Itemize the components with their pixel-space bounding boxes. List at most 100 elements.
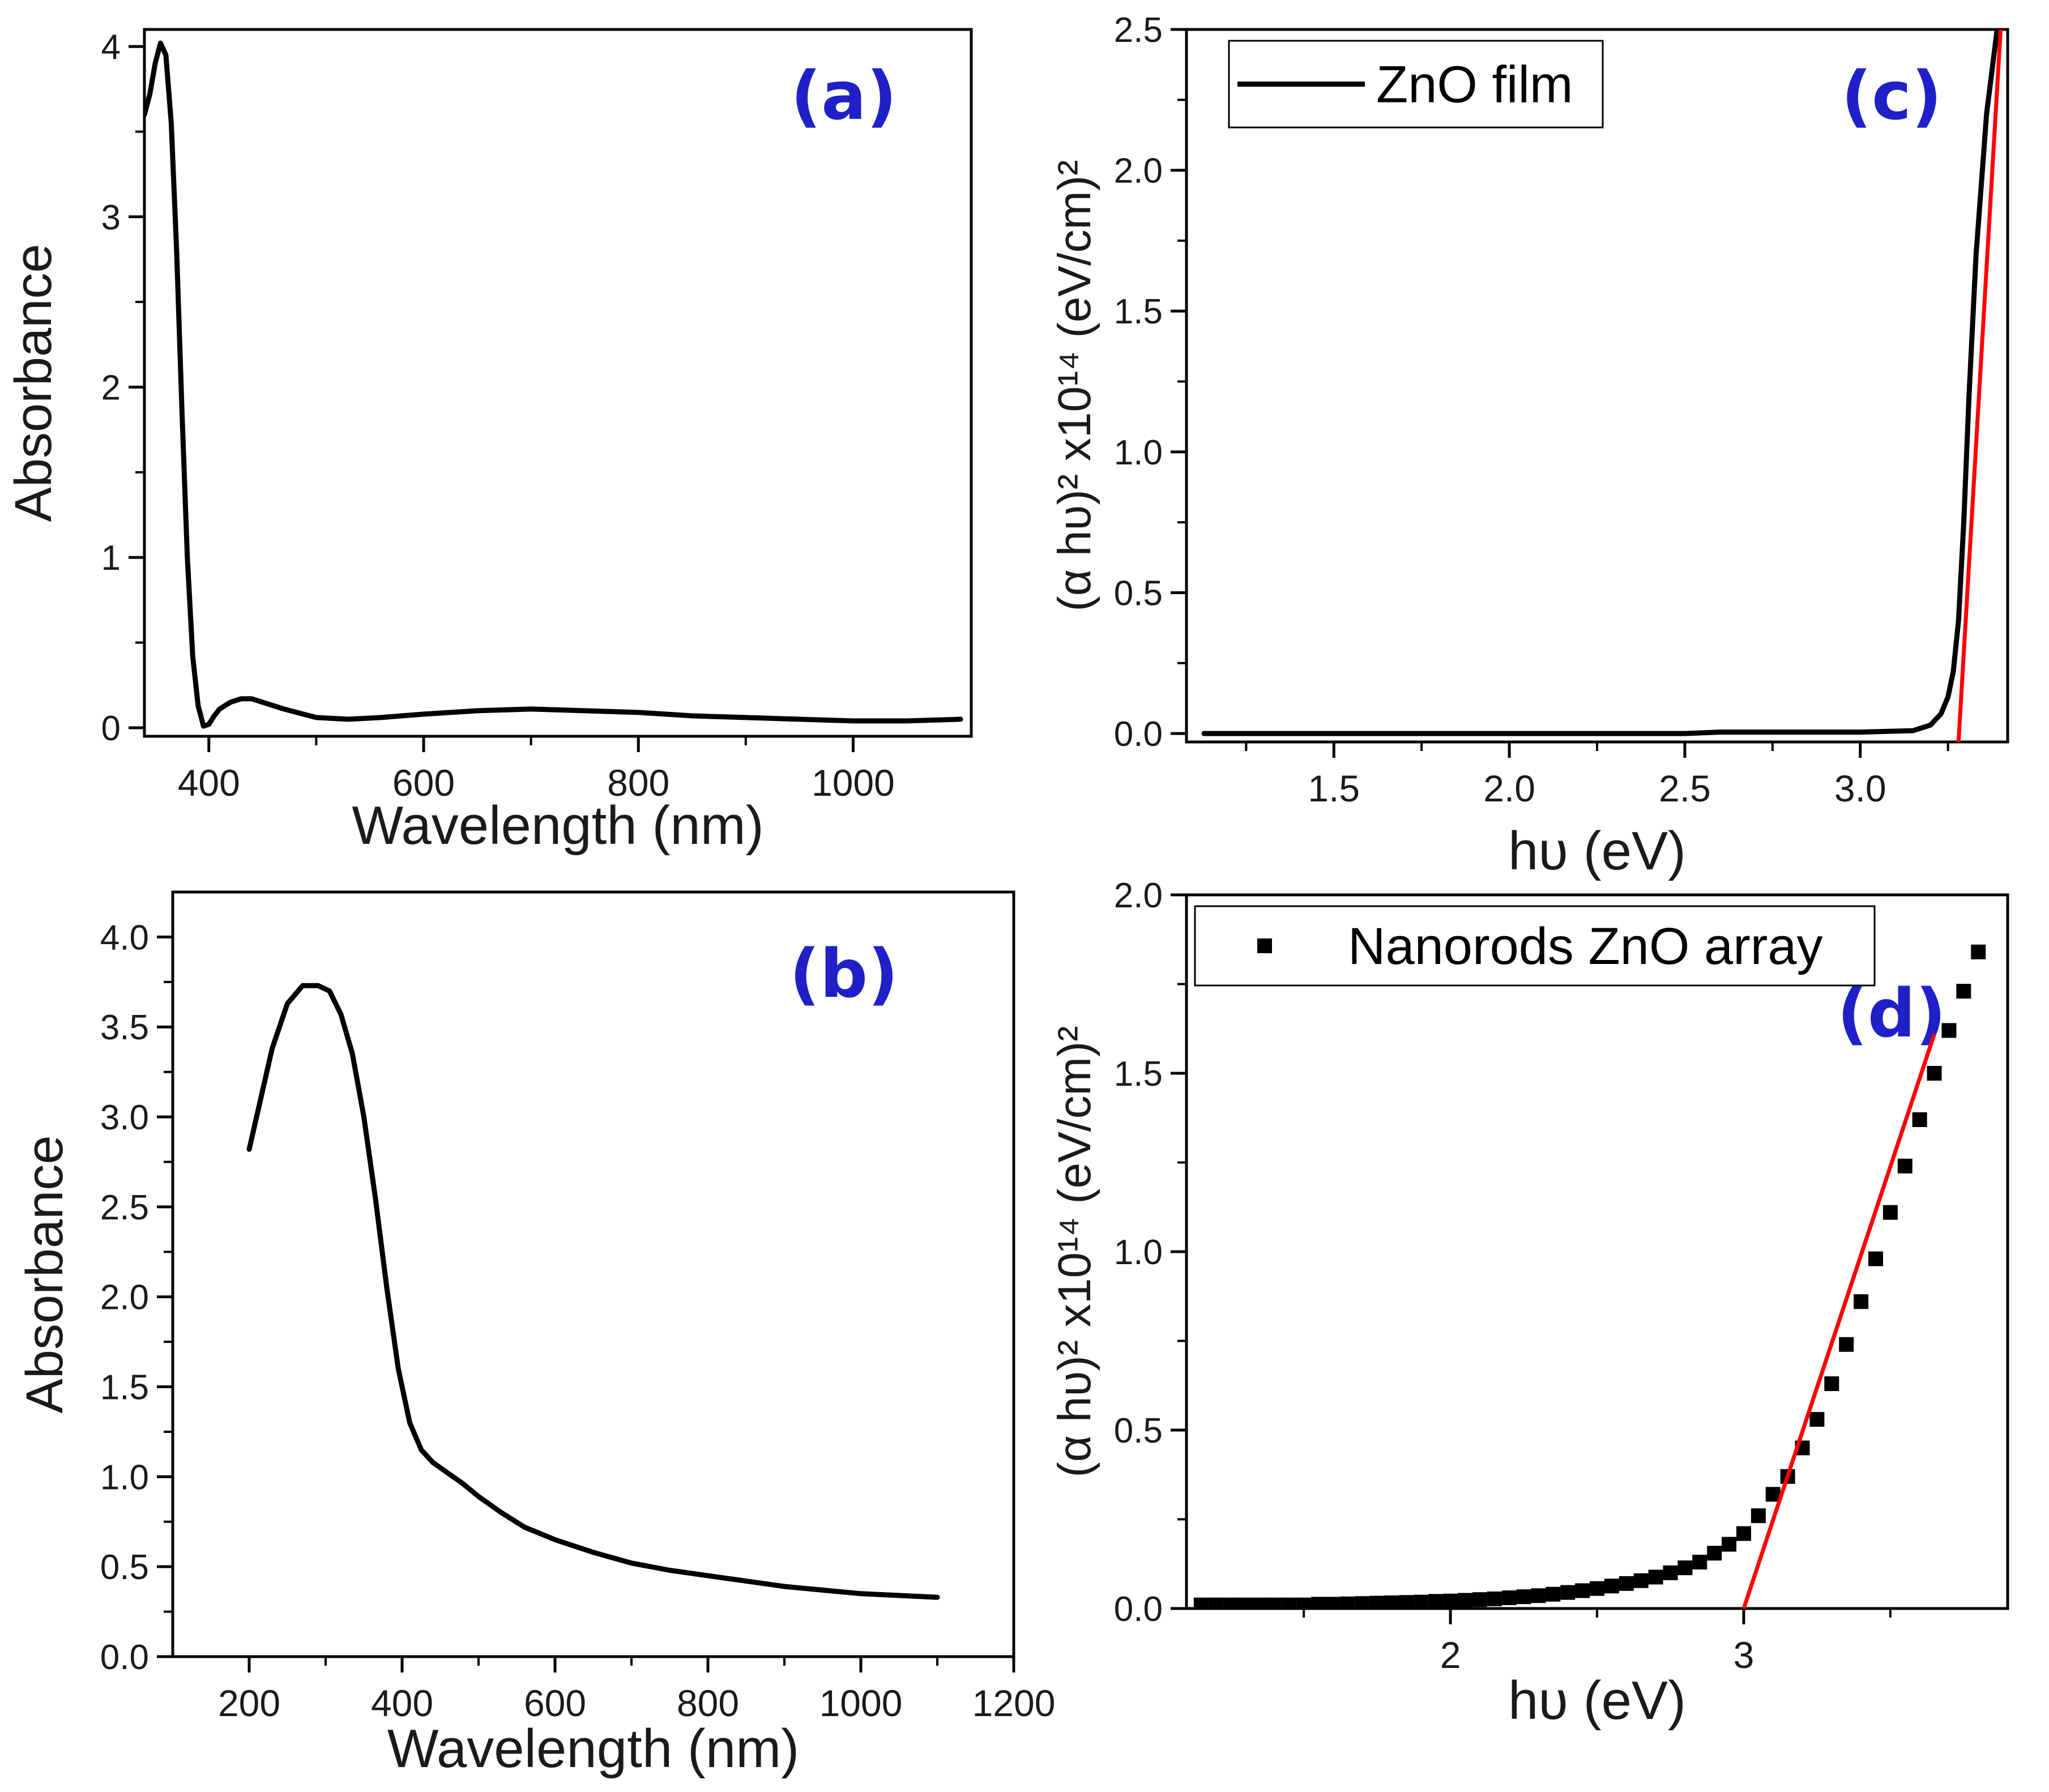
- x-tick-label: 2.5: [1659, 767, 1711, 809]
- data-point: [1751, 1508, 1766, 1524]
- x-axis-title: Wavelength (nm): [352, 795, 763, 856]
- data-point: [1604, 1578, 1619, 1594]
- data-point: [1839, 1337, 1854, 1352]
- data-point: [1501, 1590, 1517, 1606]
- panel-label: (c): [1841, 57, 1942, 135]
- data-point: [1340, 1596, 1355, 1608]
- y-tick-label: 3.0: [100, 1098, 149, 1137]
- linear-fit-line: [1741, 1033, 1936, 1608]
- data-point: [1546, 1586, 1561, 1602]
- data-point: [1193, 1597, 1209, 1608]
- plot-frame: [143, 28, 973, 738]
- x-tick-label: 3.0: [1834, 767, 1886, 809]
- data-point: [1457, 1593, 1472, 1608]
- y-tick-label: 0: [101, 709, 121, 748]
- data-point: [1692, 1555, 1708, 1570]
- x-axis-title: hυ (eV): [1508, 821, 1686, 881]
- y-tick-label: 1.0: [1114, 1233, 1163, 1272]
- x-tick-label: 2: [1440, 1634, 1461, 1676]
- y-tick-label: 3.5: [100, 1008, 149, 1047]
- y-tick-label: 2.5: [1114, 11, 1163, 50]
- data-point: [1854, 1294, 1869, 1309]
- panel-d: 2 3 0.0 0.5 1.0 1.5 2.0 hυ (eV) (α hυ)² x10¹⁴ (e…: [1049, 876, 2009, 1731]
- panel-a: 400 600 800 1000 0 1 2 3 4 Wavelength (nm) Absorba…: [5, 28, 973, 856]
- x-tick-label: 2.0: [1483, 767, 1535, 809]
- x-tick-label: 1000: [819, 1682, 903, 1724]
- legend-label: ZnO film: [1376, 56, 1573, 114]
- data-point: [1325, 1597, 1341, 1608]
- y-tick-label: 3: [101, 198, 121, 237]
- data-point: [1208, 1597, 1223, 1608]
- x-tick-label: 3: [1734, 1634, 1755, 1676]
- data-point: [1736, 1526, 1751, 1541]
- y-tick-label: 2: [101, 369, 121, 408]
- x-tick-label: 400: [178, 762, 240, 804]
- y-tick-label: 0.5: [1114, 574, 1163, 613]
- data-point: [1824, 1376, 1839, 1392]
- y-tick-label: 2.0: [100, 1278, 149, 1317]
- data-point: [1443, 1593, 1458, 1608]
- y-tick-label: 2.0: [1114, 152, 1163, 191]
- x-tick-label: 1200: [972, 1682, 1056, 1724]
- data-point: [1428, 1594, 1444, 1608]
- data-point: [1868, 1251, 1883, 1266]
- data-point: [1971, 944, 1986, 959]
- y-tick-label: 4.0: [100, 918, 149, 957]
- x-axis-title: Wavelength (nm): [387, 1718, 799, 1779]
- data-point: [1809, 1412, 1825, 1427]
- y-tick-label: 2.0: [1114, 876, 1163, 915]
- data-point: [1927, 1066, 1942, 1081]
- data-layer: [1201, 29, 2003, 742]
- panel-label: (b): [789, 935, 898, 1013]
- data-point: [1956, 984, 1971, 999]
- data-point: [1296, 1597, 1312, 1608]
- data-point: [1560, 1585, 1576, 1600]
- x-tick-label: 200: [218, 1682, 280, 1724]
- y-tick-label: 0.0: [1114, 1590, 1163, 1629]
- data-point: [1531, 1588, 1546, 1603]
- x-tick-label: 400: [371, 1682, 433, 1724]
- data-point: [1941, 1023, 1957, 1038]
- data-layer: [1193, 944, 1986, 1608]
- data-point: [1414, 1594, 1429, 1608]
- y-tick-label: 1: [101, 539, 121, 578]
- legend: Nanorods ZnO array: [1194, 905, 1876, 987]
- y-tick-label: 0.0: [100, 1638, 149, 1677]
- data-point: [1722, 1537, 1737, 1552]
- data-point: [1707, 1546, 1722, 1561]
- y-tick-label: 4: [101, 28, 121, 67]
- data-point: [1472, 1592, 1487, 1607]
- data-point: [1648, 1569, 1663, 1585]
- y-tick-label: 1.0: [1114, 433, 1163, 472]
- x-tick-label: 1000: [812, 762, 895, 804]
- plot-frame: [171, 890, 1015, 1658]
- x-tick-label: 600: [392, 762, 455, 804]
- data-point: [1311, 1597, 1326, 1608]
- data-layer: [144, 40, 963, 729]
- data-point: [1897, 1158, 1913, 1174]
- y-axis-title: (α hυ)² x10¹⁴ (eV/cm)²: [1049, 1026, 1100, 1477]
- data-point: [1619, 1576, 1634, 1591]
- x-axis-title: hυ (eV): [1508, 1670, 1686, 1731]
- x-tick-label: 800: [607, 762, 669, 804]
- data-point: [1384, 1595, 1399, 1608]
- y-tick-label: 1.0: [100, 1458, 149, 1497]
- data-point: [1267, 1597, 1282, 1608]
- data-point: [1575, 1583, 1590, 1598]
- panel-label: (d): [1837, 974, 1946, 1052]
- data-point: [1516, 1589, 1531, 1605]
- y-tick-label: 0.5: [1114, 1411, 1163, 1450]
- y-axis-title: (α hυ)² x10¹⁴ (eV/cm)²: [1049, 160, 1100, 611]
- data-point: [1237, 1597, 1253, 1608]
- panel-label: (a): [791, 57, 897, 135]
- data-point: [1355, 1596, 1370, 1608]
- data-point: [1487, 1591, 1502, 1606]
- data-point: [1663, 1565, 1678, 1580]
- y-tick-label: 1.5: [100, 1368, 149, 1407]
- y-tick-label: 0.0: [1114, 715, 1163, 754]
- x-tick-label: 800: [677, 1682, 739, 1724]
- data-layer: [246, 983, 940, 1600]
- data-point: [1912, 1112, 1927, 1127]
- legend-box: [1194, 905, 1876, 987]
